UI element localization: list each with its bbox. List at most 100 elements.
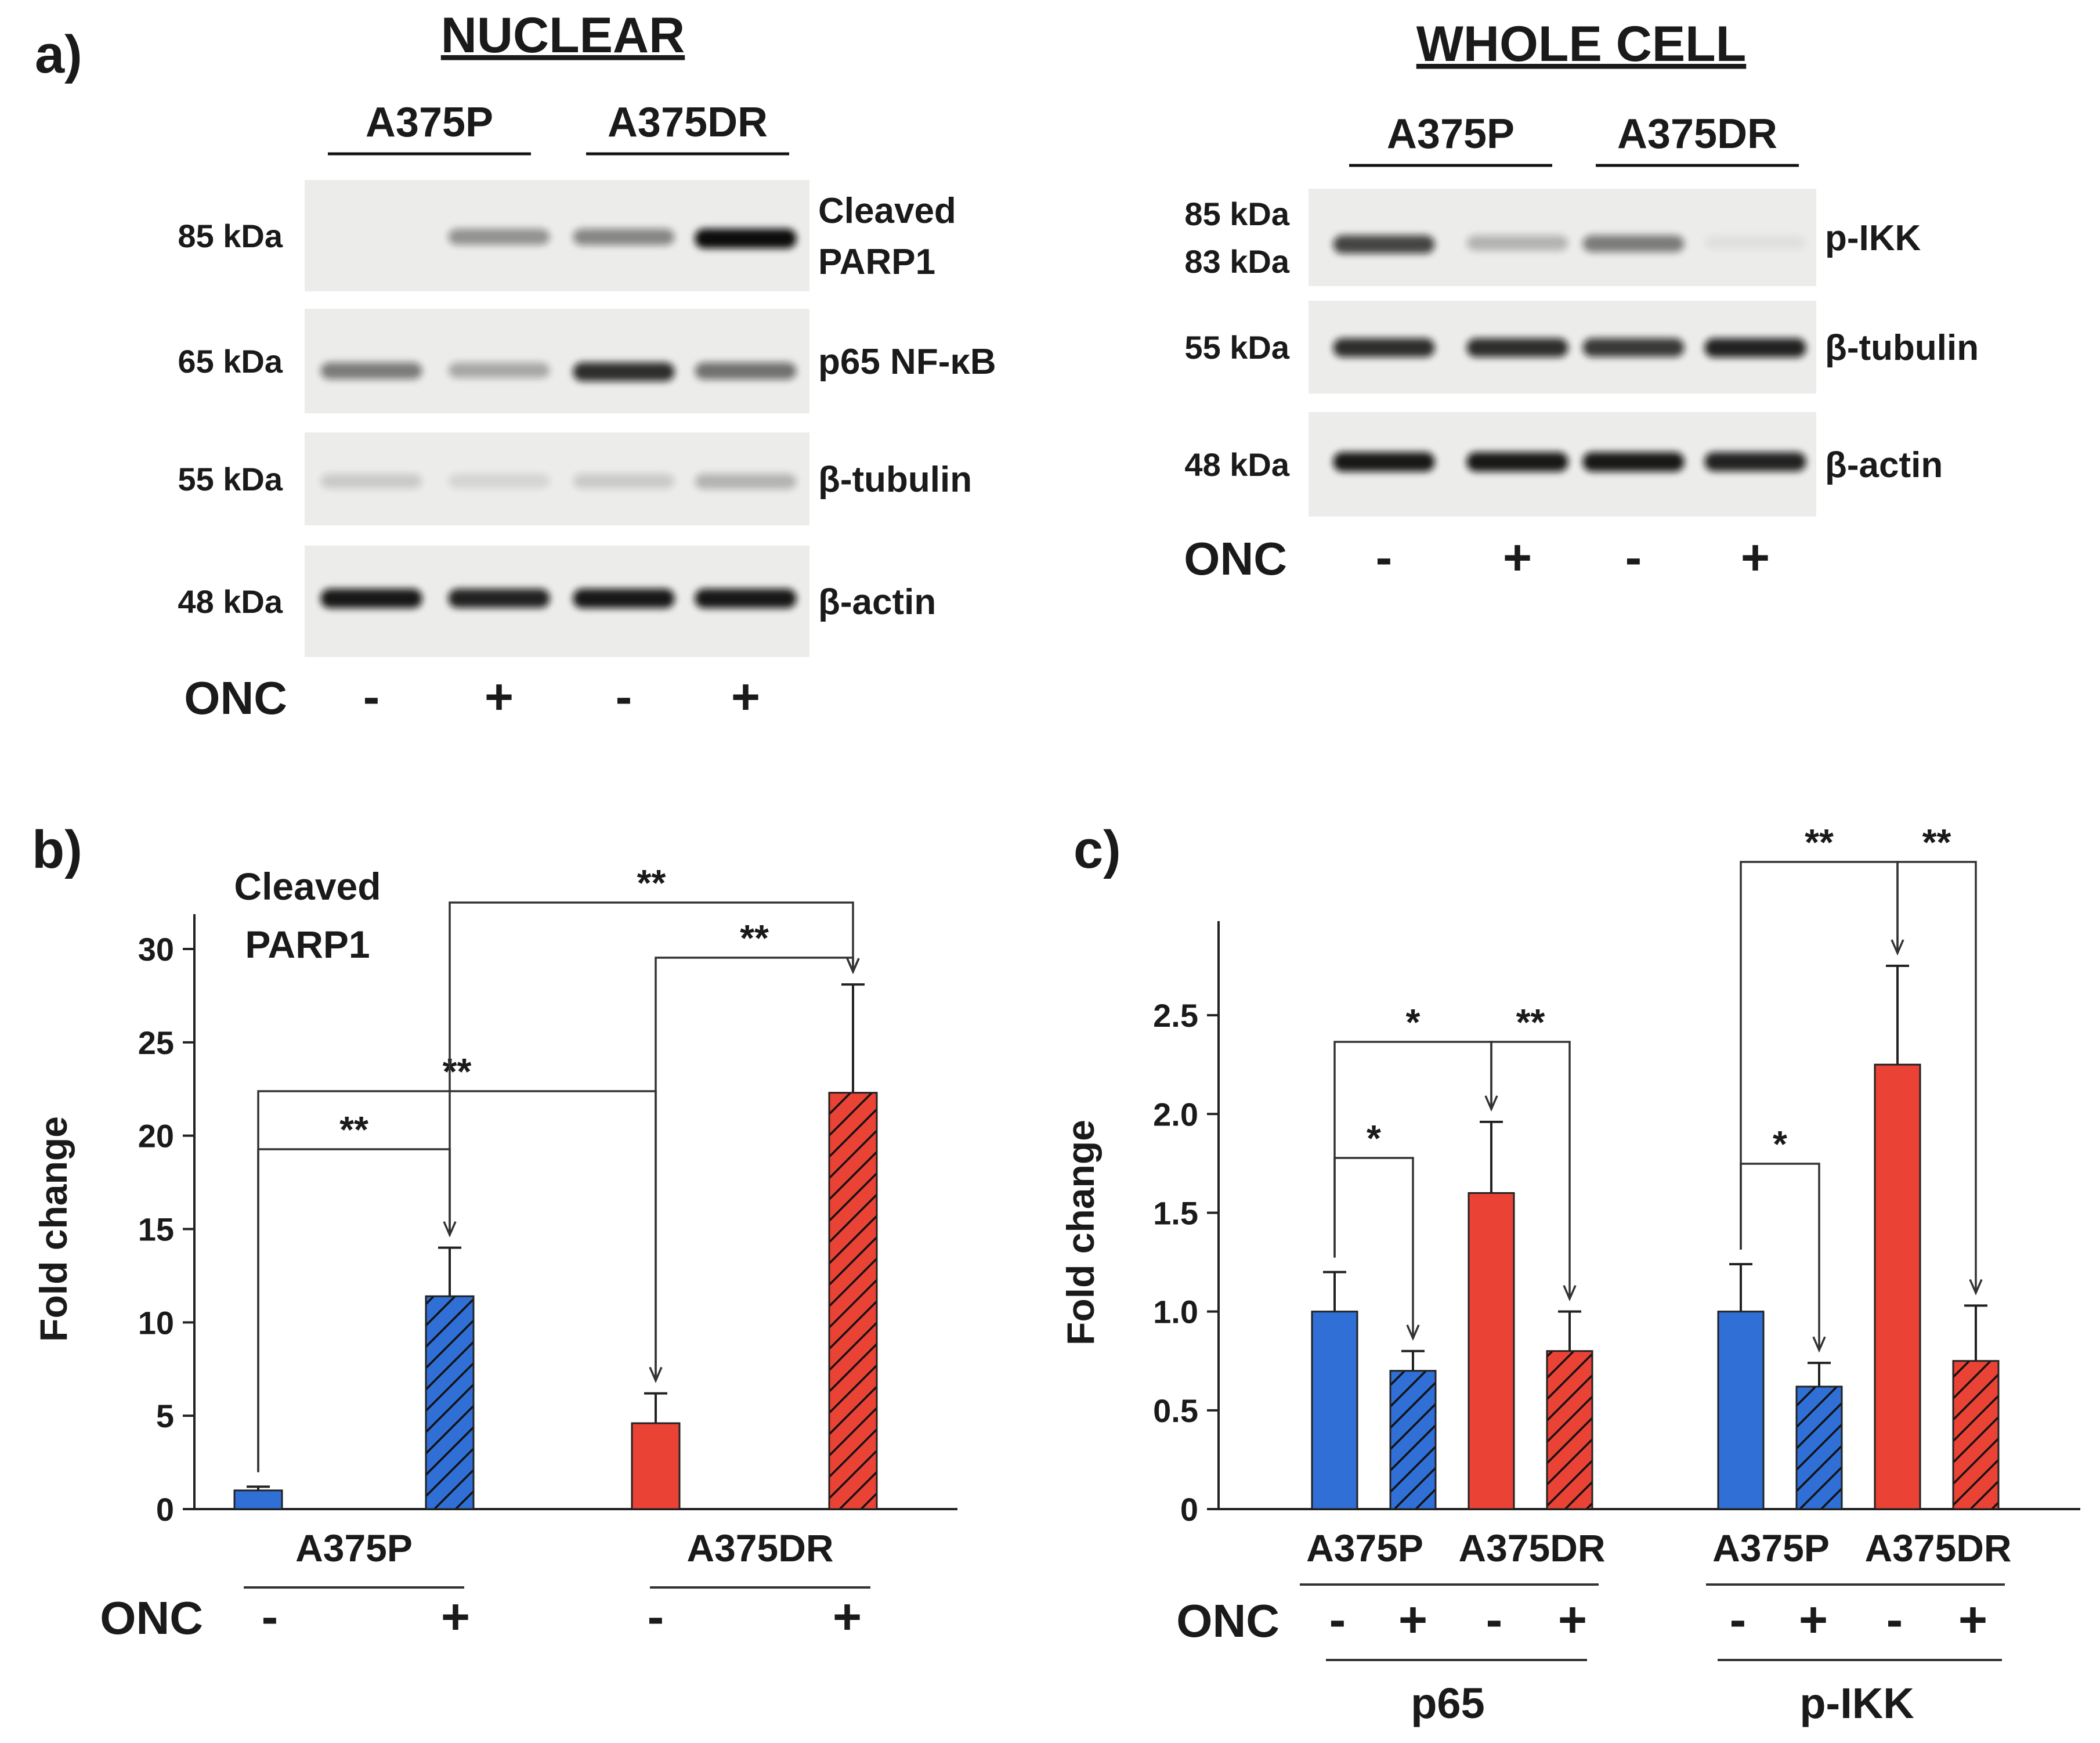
- blot-onc-sign: +: [485, 669, 514, 725]
- blot-band: [573, 362, 675, 381]
- blot-band: [1333, 235, 1435, 254]
- blot-band: [448, 474, 550, 489]
- blot-protein-label: β-actin: [818, 582, 936, 622]
- blot-band: [695, 229, 797, 248]
- significance-bracket: [257, 1148, 451, 1473]
- y-tick-label: 0: [1180, 1491, 1198, 1528]
- y-axis-label: Fold change: [1059, 1120, 1102, 1345]
- chart-title: Cleaved: [234, 865, 381, 908]
- significance-label: **: [637, 862, 666, 904]
- bracket-arrow: [1969, 1279, 1983, 1295]
- y-tick-label: 2.0: [1153, 1096, 1198, 1132]
- significance-label: *: [1406, 1001, 1421, 1043]
- blot-band: [448, 589, 550, 608]
- blot-onc-label: ONC: [1184, 533, 1287, 584]
- cell-label: A375P: [1306, 1527, 1423, 1569]
- blot-band: [573, 589, 675, 608]
- chart-cleaved-parp1: 0 5 10 15 20 25 30 Fold change ** ** ** ** Cleaved PA…: [32, 862, 957, 1645]
- blot-protein-label: p65 NF-κB: [818, 342, 996, 382]
- blot-protein-label: β-tubulin: [818, 460, 972, 500]
- y-tick-label: 1.0: [1153, 1294, 1198, 1330]
- cell-label: A375DR: [1458, 1527, 1605, 1569]
- bracket-arrow: [1891, 939, 1904, 956]
- blot-band: [573, 474, 675, 489]
- onc-sign: +: [833, 1589, 862, 1645]
- blot-band: [695, 362, 797, 380]
- cell-label: A375DR: [1864, 1527, 2011, 1569]
- group-label: p-IKK: [1799, 1679, 1914, 1727]
- onc-sign: -: [1329, 1592, 1346, 1648]
- blot-band: [1704, 338, 1806, 358]
- blot-kda-label: 48 kDa: [178, 583, 283, 620]
- group-label: p65: [1411, 1679, 1485, 1727]
- significance-bracket: [1490, 1041, 1571, 1297]
- blot-band: [1582, 452, 1685, 472]
- blot-band: [695, 474, 797, 489]
- blot-group-label: A375DR: [608, 99, 768, 146]
- panel-a-letter: a): [35, 25, 82, 84]
- onc-sign: -: [262, 1589, 279, 1645]
- whole-cell-blot: WHOLE CELL A375P A375DR 85 kDa 83 kDa p-IKK 55…: [1184, 16, 1979, 586]
- y-axis-label: Fold change: [32, 1116, 75, 1342]
- significance-bracket: [1333, 1157, 1414, 1337]
- bracket-arrow: [443, 1221, 457, 1238]
- bar: [1389, 1370, 1437, 1510]
- blot-onc-sign: -: [1376, 530, 1393, 586]
- onc-sign: +: [1799, 1592, 1828, 1648]
- blot-kda-label: 55 kDa: [178, 461, 283, 497]
- significance-bracket: [449, 901, 854, 1233]
- blot-onc-label: ONC: [184, 672, 287, 724]
- blot-group-label: A375DR: [1617, 111, 1777, 157]
- onc-sign: -: [648, 1589, 664, 1645]
- blot-band: [1466, 452, 1568, 472]
- blot-protein-label: β-tubulin: [1825, 328, 1979, 368]
- y-tick-label: 1.5: [1153, 1195, 1198, 1231]
- onc-sign: +: [1398, 1592, 1427, 1648]
- blot-protein-label: β-actin: [1825, 445, 1943, 485]
- blot-band: [1333, 338, 1435, 358]
- y-tick-label: 25: [138, 1024, 174, 1061]
- bracket-arrow: [1812, 1336, 1826, 1353]
- onc-sign: +: [1958, 1592, 1987, 1648]
- blot-protein-label: p-IKK: [1825, 218, 1921, 258]
- blot-onc-sign: -: [1625, 530, 1642, 586]
- significance-bracket: [1896, 861, 1977, 1291]
- blot-band: [448, 362, 550, 378]
- y-tick-label: 5: [156, 1398, 174, 1434]
- nuclear-blot: NUCLEAR A375P A375DR 85 kDa Cleaved PARP1 65 k…: [178, 8, 996, 725]
- blot-band: [1582, 338, 1685, 357]
- blot-protein-label: Cleaved: [818, 191, 956, 231]
- blot-band: [1704, 235, 1806, 250]
- bracket-arrow: [1563, 1284, 1577, 1302]
- group-label: A375P: [295, 1527, 413, 1569]
- blot-onc-sign: -: [616, 669, 632, 725]
- onc-sign: -: [1730, 1592, 1747, 1648]
- significance-label: **: [339, 1109, 368, 1150]
- bar: [1468, 1192, 1515, 1510]
- significance-label: **: [443, 1051, 472, 1092]
- cell-label: A375P: [1712, 1527, 1830, 1569]
- bar: [631, 1422, 681, 1510]
- blot-band: [1333, 452, 1435, 472]
- blot-kda-label: 55 kDa: [1184, 329, 1289, 366]
- blot-protein-label: PARP1: [818, 242, 935, 282]
- blot-group-label: A375P: [366, 99, 493, 146]
- chart-title: PARP1: [245, 923, 370, 966]
- blot-band: [695, 589, 797, 608]
- blot-onc-sign: -: [363, 669, 380, 725]
- onc-sign: -: [1486, 1592, 1503, 1648]
- blot-band: [1704, 452, 1806, 471]
- blot-band: [1582, 235, 1685, 252]
- blot-membrane: [305, 309, 809, 413]
- bar: [233, 1489, 283, 1510]
- blot-kda-label: 85 kDa: [1184, 196, 1289, 232]
- bracket-arrow: [1406, 1325, 1420, 1341]
- blot-group-label: A375P: [1387, 111, 1515, 157]
- significance-label: *: [1773, 1123, 1787, 1165]
- y-tick-label: 10: [138, 1304, 174, 1341]
- y-tick-label: 15: [138, 1211, 174, 1248]
- onc-label: ONC: [1176, 1595, 1279, 1647]
- bar: [828, 1092, 878, 1510]
